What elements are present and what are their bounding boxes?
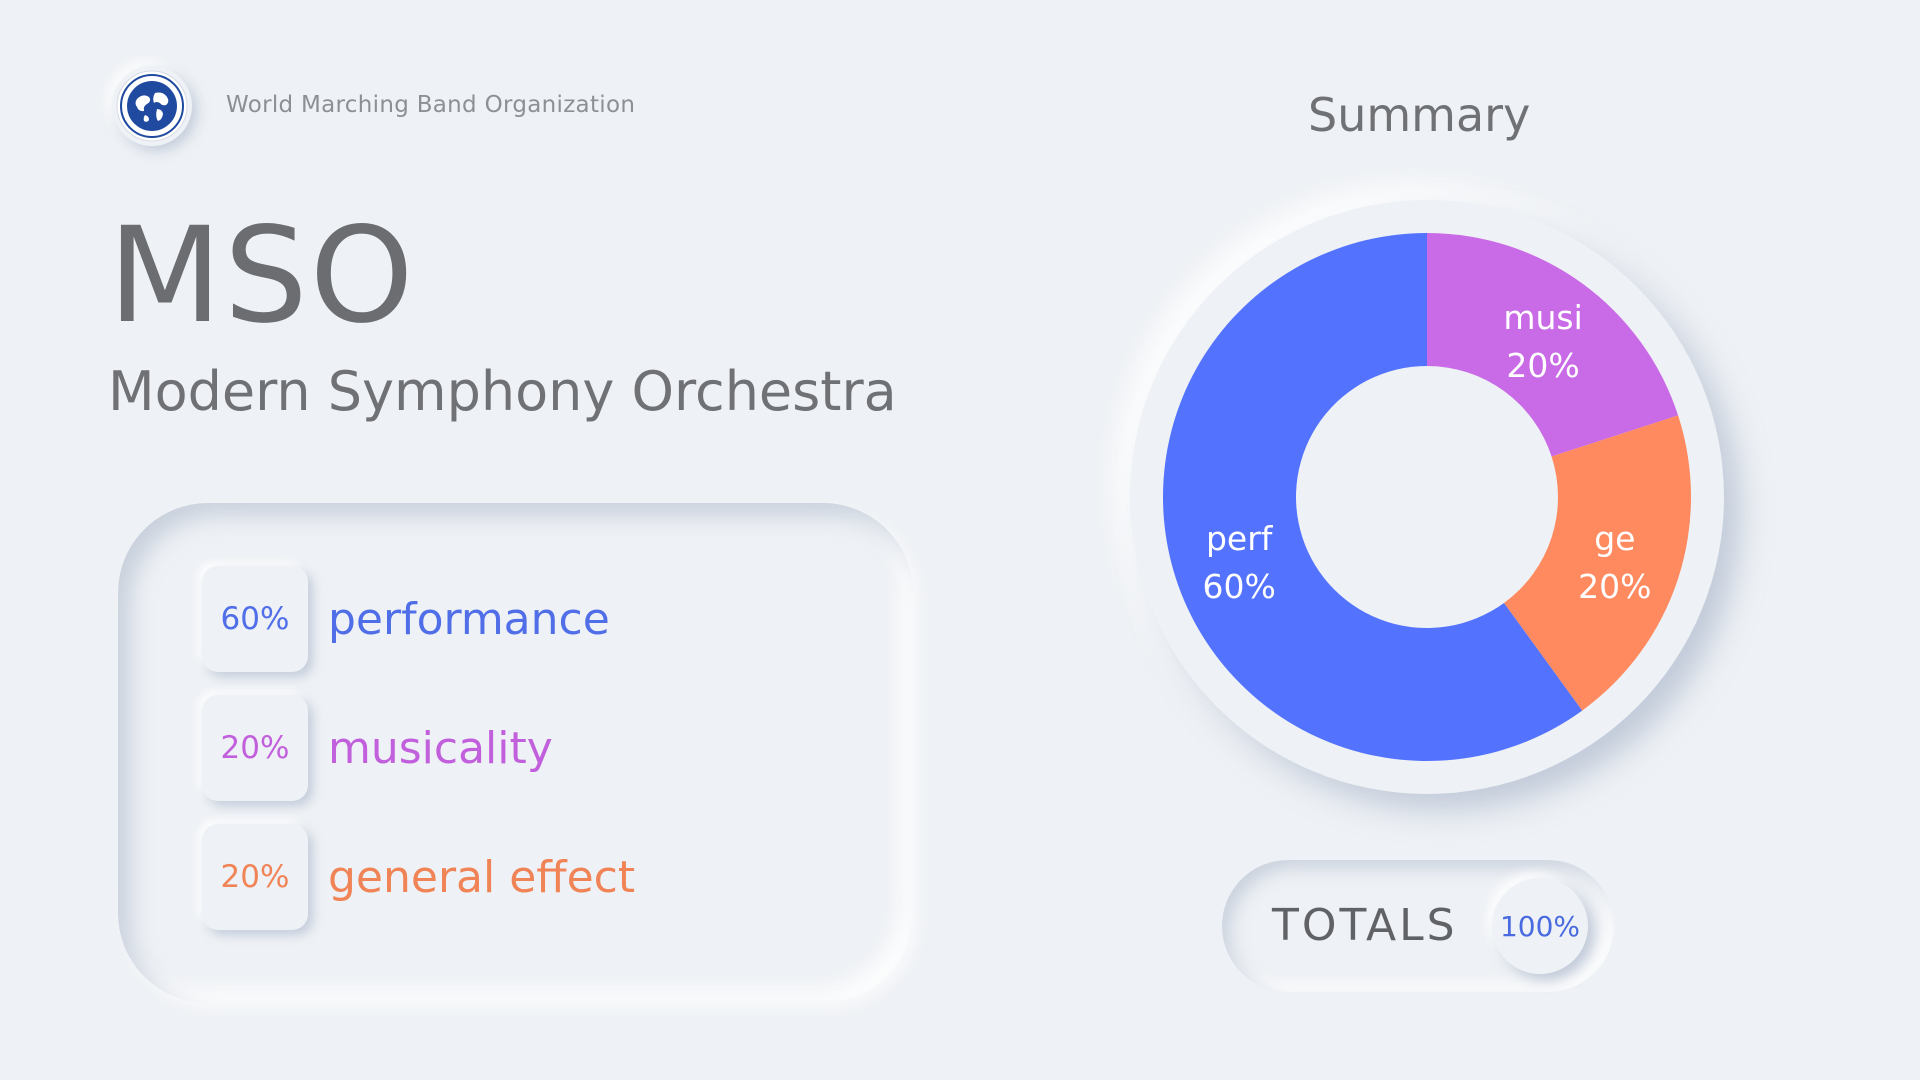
slice-value-label: 20% (1506, 346, 1579, 385)
percent-chip: 20% (202, 824, 308, 930)
donut-slice-musi (1427, 233, 1679, 457)
breakdown-row-general-effect: 20% general effect (202, 824, 635, 930)
breakdown-row-musicality: 20% musicality (202, 695, 553, 801)
totals-pill: TOTALS 100% (1222, 860, 1614, 992)
donut-chart: musi 20% ge 20% perf 60% (1163, 233, 1691, 762)
totals-value-badge: 100% (1492, 878, 1588, 974)
donut-slice-perf (1163, 233, 1583, 762)
breakdown-label: musicality (328, 722, 553, 774)
breakdown-label: performance (328, 593, 610, 645)
donut-slice-ge (1503, 415, 1691, 711)
slice-category-label: musi (1503, 298, 1582, 337)
slice-value-label: 60% (1202, 567, 1275, 606)
organization-logo (112, 66, 192, 146)
summary-title: Summary (1308, 88, 1531, 142)
page-subtitle: Modern Symphony Orchestra (108, 360, 897, 423)
slice-category-label: perf (1206, 519, 1274, 558)
totals-label: TOTALS (1272, 900, 1458, 951)
score-breakdown-panel: 60% performance 20% musicality 20% gener… (118, 503, 913, 1003)
globe-seal-icon (116, 70, 188, 142)
breakdown-row-performance: 60% performance (202, 566, 610, 672)
slice-value-label: 20% (1578, 567, 1651, 606)
percent-chip: 60% (202, 566, 308, 672)
breakdown-label: general effect (328, 851, 636, 903)
slice-category-label: ge (1594, 519, 1635, 558)
percent-chip: 20% (202, 695, 308, 801)
page-title-acronym: MSO (108, 199, 416, 353)
organization-name: World Marching Band Organization (226, 92, 636, 118)
